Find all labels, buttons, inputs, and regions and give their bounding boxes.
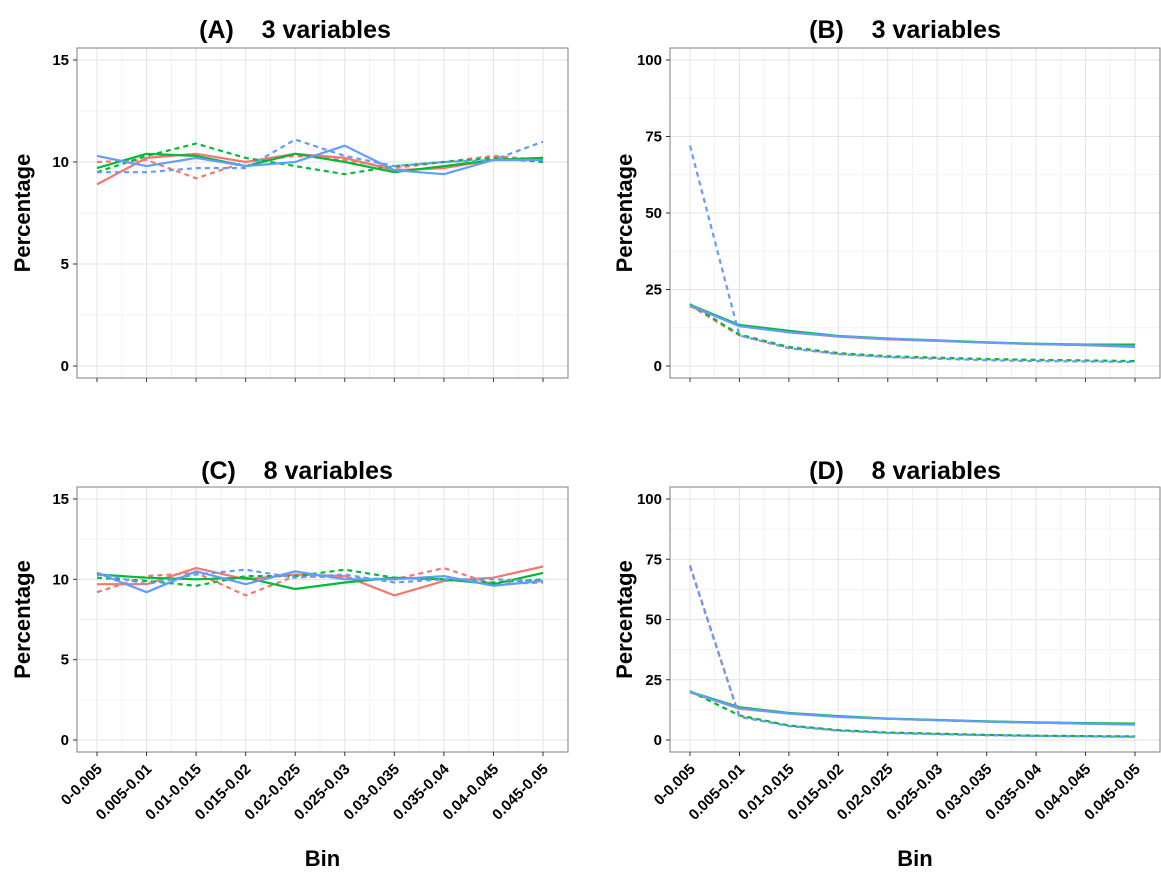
x-tick-label: 0-0.005 (58, 761, 106, 809)
grid (670, 48, 1160, 378)
series-line-blue-dashed (688, 566, 1136, 738)
series-line-green-dashed (689, 690, 1136, 738)
y-tick-label: 10 (52, 154, 69, 171)
series-line-green-dashed (96, 568, 544, 587)
y-tick-label: 0 (61, 358, 69, 375)
y-tick-label: 75 (645, 551, 662, 568)
grid (77, 48, 568, 378)
grid (670, 487, 1160, 752)
y-axis-label: Percentage (10, 154, 35, 273)
panel-b: 0 25 50 75 100 (B) 3 variables Percentage (612, 16, 1161, 382)
y-axis-label: Percentage (612, 560, 637, 679)
series-line-blue-solid (689, 690, 1136, 726)
series-line-blue-dashed (96, 568, 544, 586)
y-tick-label: 0 (654, 732, 662, 749)
y-tick-label: 10 (52, 571, 69, 588)
panel-d: 02550751000-0.0050.005-0.010.01-0.0150.0… (612, 457, 1161, 871)
y-axis-label: Percentage (612, 154, 637, 273)
series-group (688, 564, 1136, 738)
panel-title: (A) 3 variables (199, 16, 391, 44)
y-tick-label: 50 (645, 205, 662, 222)
y-tick-label: 25 (645, 282, 662, 299)
panel-title: (D) 8 variables (809, 457, 1001, 485)
y-tick-label: 0 (654, 358, 662, 375)
y-axis-label: Percentage (10, 560, 35, 679)
series-group (96, 138, 544, 186)
y-tick-label: 75 (645, 129, 662, 146)
y-tick-label: 0 (61, 732, 69, 749)
series-line-green-dashed (96, 142, 544, 176)
plot-frame (76, 486, 569, 753)
x-axis-label: Bin (305, 846, 340, 871)
panel-c: 0510150-0.0050.005-0.010.01-0.0150.015-0… (10, 457, 569, 871)
plot-frame (76, 47, 569, 379)
series-line-green-dashed (689, 303, 1136, 363)
y-tick-label: 15 (52, 52, 69, 69)
series-line-blue-dashed (97, 138, 544, 174)
x-tick-label: 0-0.005 (651, 761, 699, 809)
panel-title: (B) 3 variables (809, 16, 1001, 44)
y-tick-label: 25 (645, 672, 662, 689)
y-tick-label: 15 (52, 491, 69, 508)
y-tick-label: 100 (637, 491, 662, 508)
x-axis-label: Bin (897, 846, 932, 871)
y-tick-label: 50 (645, 612, 662, 629)
series-group (688, 145, 1136, 364)
series-line-blue-solid (96, 144, 543, 176)
panel-a: 0 5 10 15 (A) 3 variables Percentage (10, 16, 569, 382)
panel-title: (C) 8 variables (201, 457, 393, 485)
y-tick-label: 5 (61, 256, 69, 273)
series-line-green-solid (96, 152, 544, 174)
series-line-blue-dashed (688, 145, 1136, 364)
grid (77, 487, 568, 752)
y-tick-label: 100 (637, 52, 662, 69)
y-tick-label: 5 (61, 652, 69, 669)
series-group (96, 565, 544, 597)
series-line-blue-solid (689, 304, 1136, 348)
